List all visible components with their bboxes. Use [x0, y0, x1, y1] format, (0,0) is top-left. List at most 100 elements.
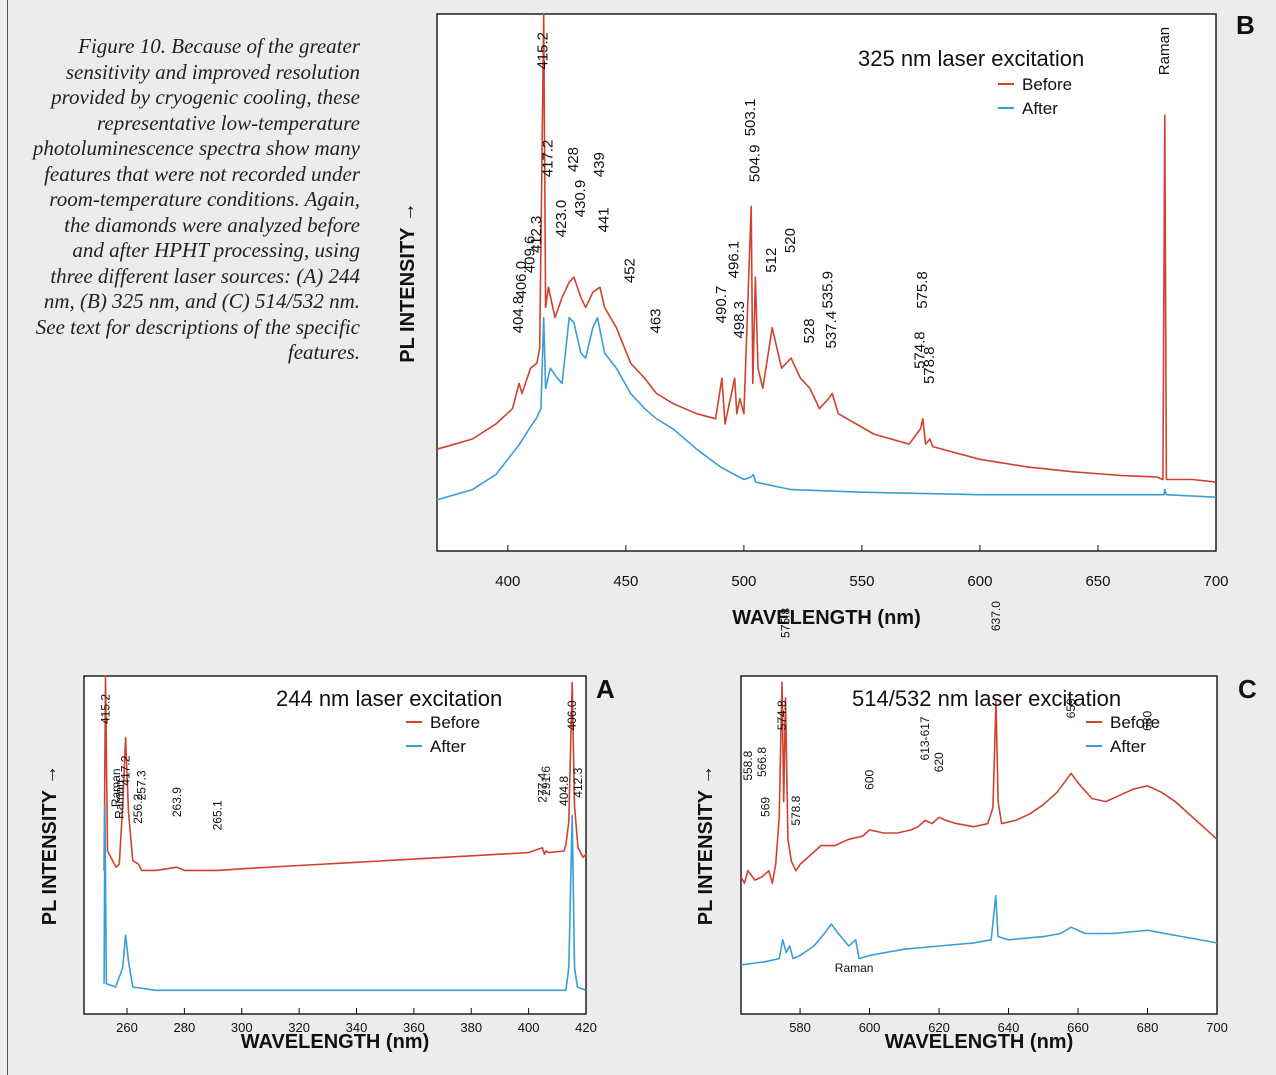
peak-label: 406.0	[565, 700, 579, 730]
x-tick-label: 550	[849, 573, 874, 590]
y-axis-label: PL INTENSITY →	[39, 765, 61, 925]
peak-label: Raman	[112, 780, 126, 819]
x-tick-label: 420	[575, 1020, 597, 1035]
legend-label: Before	[1110, 713, 1160, 732]
legend-label: After	[1022, 99, 1058, 118]
peak-label: 503.1	[742, 99, 759, 137]
x-tick-label: 700	[1203, 573, 1228, 590]
figure-caption: Figure 10. Because of the greater sensit…	[32, 34, 360, 364]
peak-label: 569	[758, 797, 772, 817]
peak-label: 566.8	[755, 747, 769, 777]
x-axis-label: WAVELENGTH (nm)	[885, 1031, 1074, 1053]
x-tick-label: 360	[403, 1020, 425, 1035]
peak-label: Raman	[835, 961, 874, 975]
peak-label: 452	[622, 258, 639, 283]
x-tick-label: 500	[731, 573, 756, 590]
series-line-after	[436, 316, 1217, 501]
x-tick-label: 680	[1137, 1020, 1159, 1035]
peak-label: 256.2	[131, 794, 145, 824]
peak-label: 463	[648, 308, 665, 333]
x-tick-label: 300	[231, 1020, 253, 1035]
legend-label: Before	[1022, 75, 1072, 94]
chart-panel-c: 580 600 620 640 660 680 700 558.8 566.8 569 574.8 5…	[695, 601, 1257, 1053]
x-axis-label: WAVELENGTH (nm)	[732, 607, 921, 629]
peak-label: 423.0	[553, 200, 570, 238]
plot-area	[83, 675, 587, 1015]
x-tick-label: 260	[116, 1020, 138, 1035]
peak-label: 504.9	[746, 145, 763, 183]
peak-label: 441	[596, 207, 613, 232]
peak-label: 496.1	[726, 241, 743, 279]
x-axis-label: WAVELENGTH (nm)	[241, 1031, 430, 1053]
page-left-rule	[7, 0, 8, 1075]
peak-label: 520	[782, 228, 799, 253]
peak-label: 574.8	[775, 700, 789, 730]
x-tick-label: 640	[998, 1020, 1020, 1035]
plot-area	[740, 675, 1218, 1015]
peak-label: 512	[763, 248, 780, 273]
peak-label: 439	[591, 152, 608, 177]
panel-letter: A	[596, 674, 615, 704]
x-tick-label: 600	[859, 1020, 881, 1035]
peak-label: 613-617	[918, 716, 932, 760]
peak-label: 406.0	[513, 261, 530, 299]
x-tick-label: 450	[613, 573, 638, 590]
peak-label: 574.8	[911, 331, 928, 369]
peak-label: 291.6	[539, 766, 553, 796]
chart-panel-b: 400 450 500 550 600 650 700 404.8406.0409.6412.…	[397, 10, 1255, 629]
peak-label: 558.8	[741, 750, 755, 780]
peak-label: 430.9	[572, 180, 589, 218]
peak-label: 265.1	[211, 800, 225, 830]
x-tick-label: 320	[288, 1020, 310, 1035]
peak-label: 528	[801, 318, 818, 343]
peak-label: 409.6	[521, 236, 538, 274]
x-tick-label: 650	[1085, 573, 1110, 590]
legend-label: After	[430, 737, 466, 756]
peak-label: 412.3	[571, 767, 585, 797]
x-tick-label: 380	[460, 1020, 482, 1035]
peak-label: 498.3	[731, 301, 748, 339]
legend-label: After	[1110, 737, 1146, 756]
peak-label: 415.2	[535, 32, 552, 70]
y-axis-label: PL INTENSITY →	[397, 202, 419, 362]
peak-label: 277.4	[535, 772, 549, 802]
peak-label: 637.0	[989, 601, 1003, 631]
x-tick-label: 400	[495, 573, 520, 590]
peak-label: 415.2	[99, 694, 113, 724]
legend-label: Before	[430, 713, 480, 732]
peak-label: 659	[1064, 698, 1078, 718]
x-tick-label: 700	[1206, 1020, 1228, 1035]
panel-letter: B	[1236, 10, 1255, 40]
peak-label: 620	[932, 752, 946, 772]
x-tick-label: 620	[928, 1020, 950, 1035]
x-tick-label: 340	[346, 1020, 368, 1035]
x-tick-label: 400	[518, 1020, 540, 1035]
series-line-before	[740, 681, 1218, 884]
series-line-before	[436, 13, 1217, 483]
peak-label: Raman	[1156, 27, 1173, 75]
peak-label: 404.8	[557, 776, 571, 806]
peak-label: 404.8	[510, 296, 527, 334]
series-line-after	[103, 804, 587, 992]
peak-label: 412.3	[528, 216, 545, 254]
series-line-after	[740, 895, 1218, 966]
peak-label: 535.9	[820, 271, 837, 309]
y-axis-label: PL INTENSITY →	[695, 765, 717, 925]
x-tick-label: 660	[1067, 1020, 1089, 1035]
peak-label: 578.8	[921, 346, 938, 384]
peak-label: Raman	[109, 768, 123, 807]
series-line-before	[103, 675, 587, 872]
plot-area	[436, 13, 1217, 552]
peak-label: 417.2	[119, 755, 133, 785]
chart-title: 514/532 nm laser excitation	[852, 686, 1121, 711]
peak-label: 600	[863, 770, 877, 790]
x-tick-label: 600	[967, 573, 992, 590]
peak-label: 428	[565, 147, 582, 172]
x-tick-label: 280	[174, 1020, 196, 1035]
peak-label: 537.4	[823, 311, 840, 349]
peak-label: 417.2	[539, 140, 556, 178]
peak-label: 680	[1141, 711, 1155, 731]
chart-title: 325 nm laser excitation	[858, 46, 1084, 71]
peak-label: 575.8	[778, 608, 792, 638]
peak-label: 575.8	[914, 271, 931, 309]
